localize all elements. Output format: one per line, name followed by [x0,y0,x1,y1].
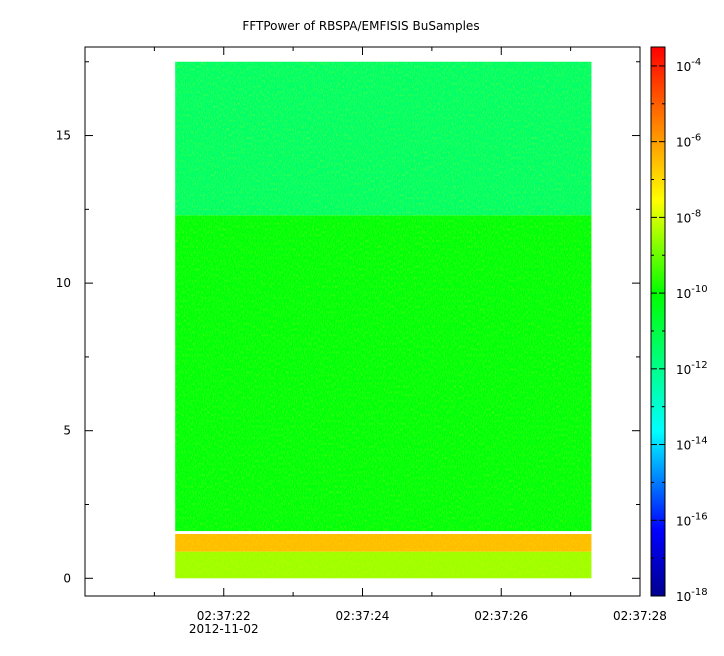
heatmap-texture [175,61,592,216]
colorbar-tick-label: 10-18 [676,587,708,604]
colorbar [650,46,666,597]
colorbar-tick-label: 10-6 [676,133,701,150]
colorbar-tick-label: 10-4 [676,57,701,74]
heatmap-texture [175,551,592,579]
colorbar-tick-label: 10-8 [676,208,701,225]
y-tick-label: 0 [63,571,71,585]
colorbar-tick-label: 10-12 [676,360,708,377]
colorbar-tick-label: 10-10 [676,284,708,301]
x-tick-label: 02:37:24 [336,609,390,623]
colorbar-axis: 10-4 10-6 10-8 10-10 10-12 10-14 10-16 10-18 [651,57,708,604]
chart-title: FFTPower of RBSPA/EMFISIS BuSamples [242,19,479,33]
colorbar-tick-label: 10-14 [676,436,708,453]
spectrogram-heatmap [175,61,592,579]
y-axis: 0 5 10 15 [56,61,640,585]
x-tick-label: 02:37:28 [613,609,667,623]
x-date-label: 2012-11-02 [189,622,259,636]
y-tick-label: 15 [56,129,71,143]
colorbar-tick-label: 10-16 [676,511,708,528]
heatmap-texture [175,215,592,532]
x-tick-label: 02:37:22 [197,609,251,623]
x-axis: 02:37:22 02:37:24 02:37:26 02:37:28 2012-11-… [153,47,667,636]
heatmap-texture [175,534,592,552]
x-tick-label: 02:37:26 [474,609,528,623]
y-tick-label: 10 [56,276,71,290]
y-tick-label: 5 [63,424,71,438]
